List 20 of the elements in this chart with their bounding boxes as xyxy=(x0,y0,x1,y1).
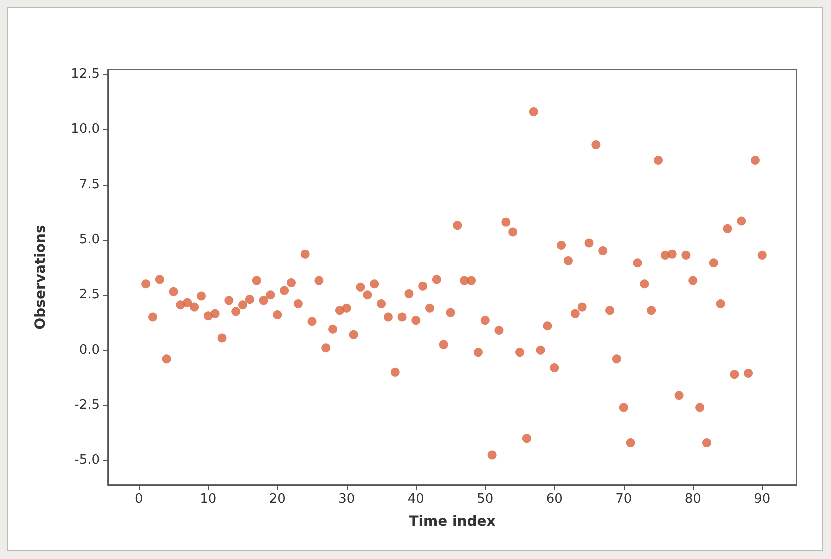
y-tick-label: 2.5 xyxy=(79,288,100,303)
y-tick-label: 12.5 xyxy=(71,66,100,82)
x-tick-label: 90 xyxy=(754,492,771,507)
x-tick-label: 10 xyxy=(200,492,217,507)
y-tick-label: 0.0 xyxy=(79,342,100,358)
x-tick-label: 70 xyxy=(616,492,632,507)
x-tick-label: 0 xyxy=(135,492,144,507)
x-tick-label: 30 xyxy=(338,492,356,507)
x-tick-label: 50 xyxy=(477,492,494,507)
x-axis-title: Time index xyxy=(409,514,496,530)
y-tick-label: -5.0 xyxy=(74,453,100,468)
x-tick-label: 40 xyxy=(408,492,424,507)
y-tick-label: -2.5 xyxy=(74,398,100,414)
y-axis-title: Observations xyxy=(33,225,49,330)
x-tick-label: 80 xyxy=(684,492,702,507)
y-tick-label: 5.0 xyxy=(79,232,100,248)
x-tick-label: 60 xyxy=(546,492,563,507)
y-tick-label: 10.0 xyxy=(71,122,100,138)
x-tick-label: 20 xyxy=(269,492,286,507)
y-tick-label: 7.5 xyxy=(79,177,100,192)
